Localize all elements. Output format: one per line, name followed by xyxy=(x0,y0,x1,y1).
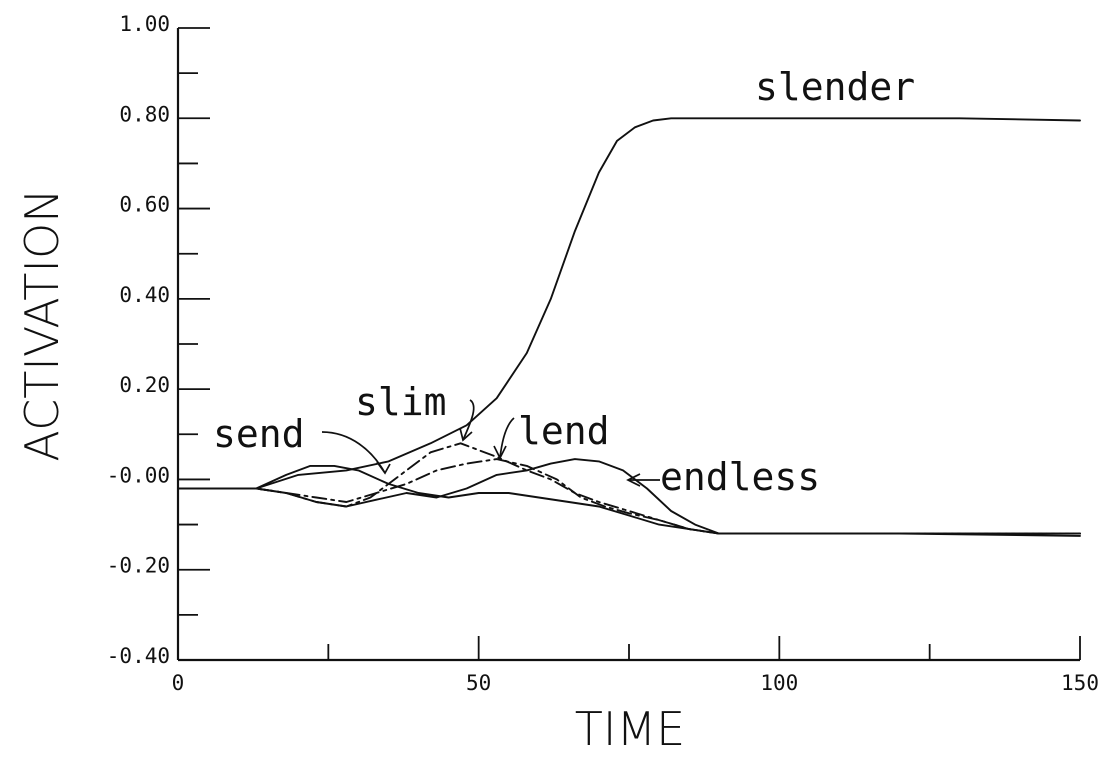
y-tick-label: -0.20 xyxy=(107,554,170,578)
y-tick-label: 0.20 xyxy=(119,373,170,397)
y-tick-label: -0.00 xyxy=(107,463,170,487)
arrowhead-slim xyxy=(459,427,473,442)
x-tick-label: 150 xyxy=(1061,671,1099,695)
series-group xyxy=(177,117,1081,537)
x-tick-label: 100 xyxy=(760,671,798,695)
leader-line-lend xyxy=(499,417,515,459)
y-tick-label: 1.00 xyxy=(119,12,170,36)
series-line-lend xyxy=(177,458,1081,535)
x-tick-label: 0 xyxy=(172,671,185,695)
y-axis-title: ACTIVATION xyxy=(15,188,69,461)
y-tick-label: 0.60 xyxy=(119,193,170,217)
leader-line-slim xyxy=(462,399,475,441)
series-line-endless xyxy=(177,458,1081,537)
annotation-label-endless: endless xyxy=(660,455,820,499)
x-tick-label: 50 xyxy=(466,671,491,695)
y-tick-label: -0.40 xyxy=(107,644,170,668)
x-axis-title: TIME xyxy=(575,702,685,756)
arrowhead-endless xyxy=(626,473,641,487)
series-line-slim xyxy=(177,442,1081,535)
arrowhead-lend xyxy=(493,445,507,460)
annotation-label-lend: lend xyxy=(518,409,610,453)
annotation-label-slender: slender xyxy=(755,65,915,109)
y-tick-label: 0.80 xyxy=(119,102,170,126)
annotation-label-send: send xyxy=(213,412,305,456)
y-tick-label: 0.40 xyxy=(119,283,170,307)
annotations-group: slender slim send lend endless xyxy=(213,65,915,499)
annotation-label-slim: slim xyxy=(355,380,447,424)
series-line-slender xyxy=(177,117,1081,490)
arrowhead-send xyxy=(376,461,391,475)
axes: -0.40 -0.20 -0.00 0.20 0.40 0.60 0.80 1.00 0 50 10… xyxy=(107,12,1099,695)
